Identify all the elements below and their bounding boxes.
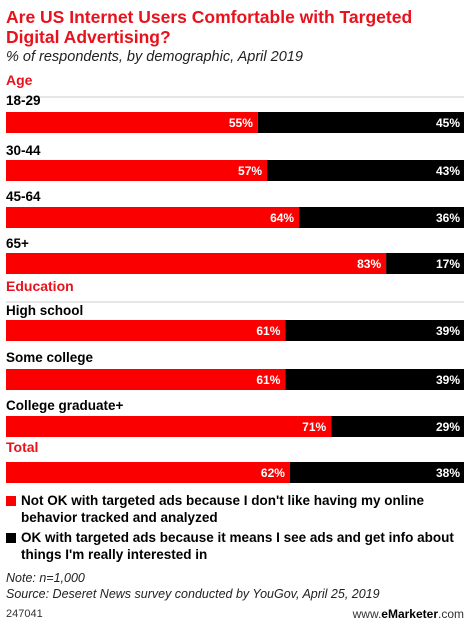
category-label-45-64: 45-64	[6, 189, 41, 204]
bar-ok-18-29	[257, 112, 464, 133]
bar-not-ok-some-college	[6, 369, 286, 390]
legend-label-not-ok: Not OK with targeted ads because I don't…	[21, 493, 425, 525]
chart-title: Are US Internet Users Comfortable with T…	[6, 7, 413, 47]
category-label-high-school: High school	[6, 303, 83, 318]
data-label-not-ok: 62%	[261, 466, 285, 480]
legend-swatch-not-ok	[6, 496, 16, 506]
bar-not-ok-45-64	[6, 207, 300, 228]
bar-ok-some-college	[285, 369, 464, 390]
section-header-age: Age	[6, 72, 33, 88]
bar-ok-total	[289, 462, 464, 483]
data-label-not-ok: 61%	[256, 373, 280, 387]
chart-subtitle: % of respondents, by demographic, April …	[6, 49, 303, 65]
legend-label-ok: OK with targeted ads because it means I …	[21, 530, 454, 562]
brand-logo: www.eMarketer.com	[353, 607, 464, 621]
bar-ok-45-64	[299, 207, 464, 228]
data-label-not-ok: 71%	[302, 420, 326, 434]
bar-not-ok-65	[6, 253, 387, 274]
data-label-not-ok: 83%	[357, 257, 381, 271]
legend-item-ok: OK with targeted ads because it means I …	[6, 529, 466, 563]
stacked-bar-chart: Age Education Total 18-29 55% 45% 30-44 57% 43% 4…	[6, 72, 464, 483]
category-label-some-college: Some college	[6, 350, 94, 365]
category-label-30-44: 30-44	[6, 143, 41, 158]
section-header-total: Total	[6, 439, 38, 455]
data-label-not-ok: 64%	[270, 211, 294, 225]
chart-note: Note: n=1,000	[6, 571, 85, 585]
data-label-not-ok: 55%	[229, 116, 253, 130]
legend-swatch-ok	[6, 533, 16, 543]
chart-id: 247041	[6, 608, 43, 620]
bar-not-ok-18-29	[6, 112, 258, 133]
bar-ok-high-school	[285, 320, 464, 341]
bar-not-ok-total	[6, 462, 290, 483]
category-label-college-graduate: College graduate+	[6, 398, 124, 413]
bar-not-ok-30-44	[6, 160, 268, 181]
data-label-ok: 36%	[436, 211, 460, 225]
data-label-not-ok: 61%	[256, 324, 280, 338]
category-label-65: 65+	[6, 236, 29, 251]
data-label-ok: 39%	[436, 324, 460, 338]
bar-ok-30-44	[267, 160, 464, 181]
section-header-education: Education	[6, 278, 74, 294]
data-label-not-ok: 57%	[238, 164, 262, 178]
brand-suffix: .com	[437, 607, 464, 621]
legend-item-not-ok: Not OK with targeted ads because I don't…	[6, 492, 466, 526]
data-label-ok: 38%	[436, 466, 460, 480]
data-label-ok: 29%	[436, 420, 460, 434]
category-label-18-29: 18-29	[6, 93, 41, 108]
bar-not-ok-college-graduate	[6, 416, 332, 437]
chart-source: Source: Deseret News survey conducted by…	[6, 587, 380, 601]
bar-not-ok-high-school	[6, 320, 286, 341]
data-label-ok: 43%	[436, 164, 460, 178]
bar-ok-65	[386, 253, 464, 274]
bar-ok-college-graduate	[331, 416, 464, 437]
data-label-ok: 17%	[436, 257, 460, 271]
data-label-ok: 45%	[436, 116, 460, 130]
brand-prefix: www.	[352, 607, 382, 621]
brand-name: eMarketer	[381, 607, 438, 621]
data-label-ok: 39%	[436, 373, 460, 387]
